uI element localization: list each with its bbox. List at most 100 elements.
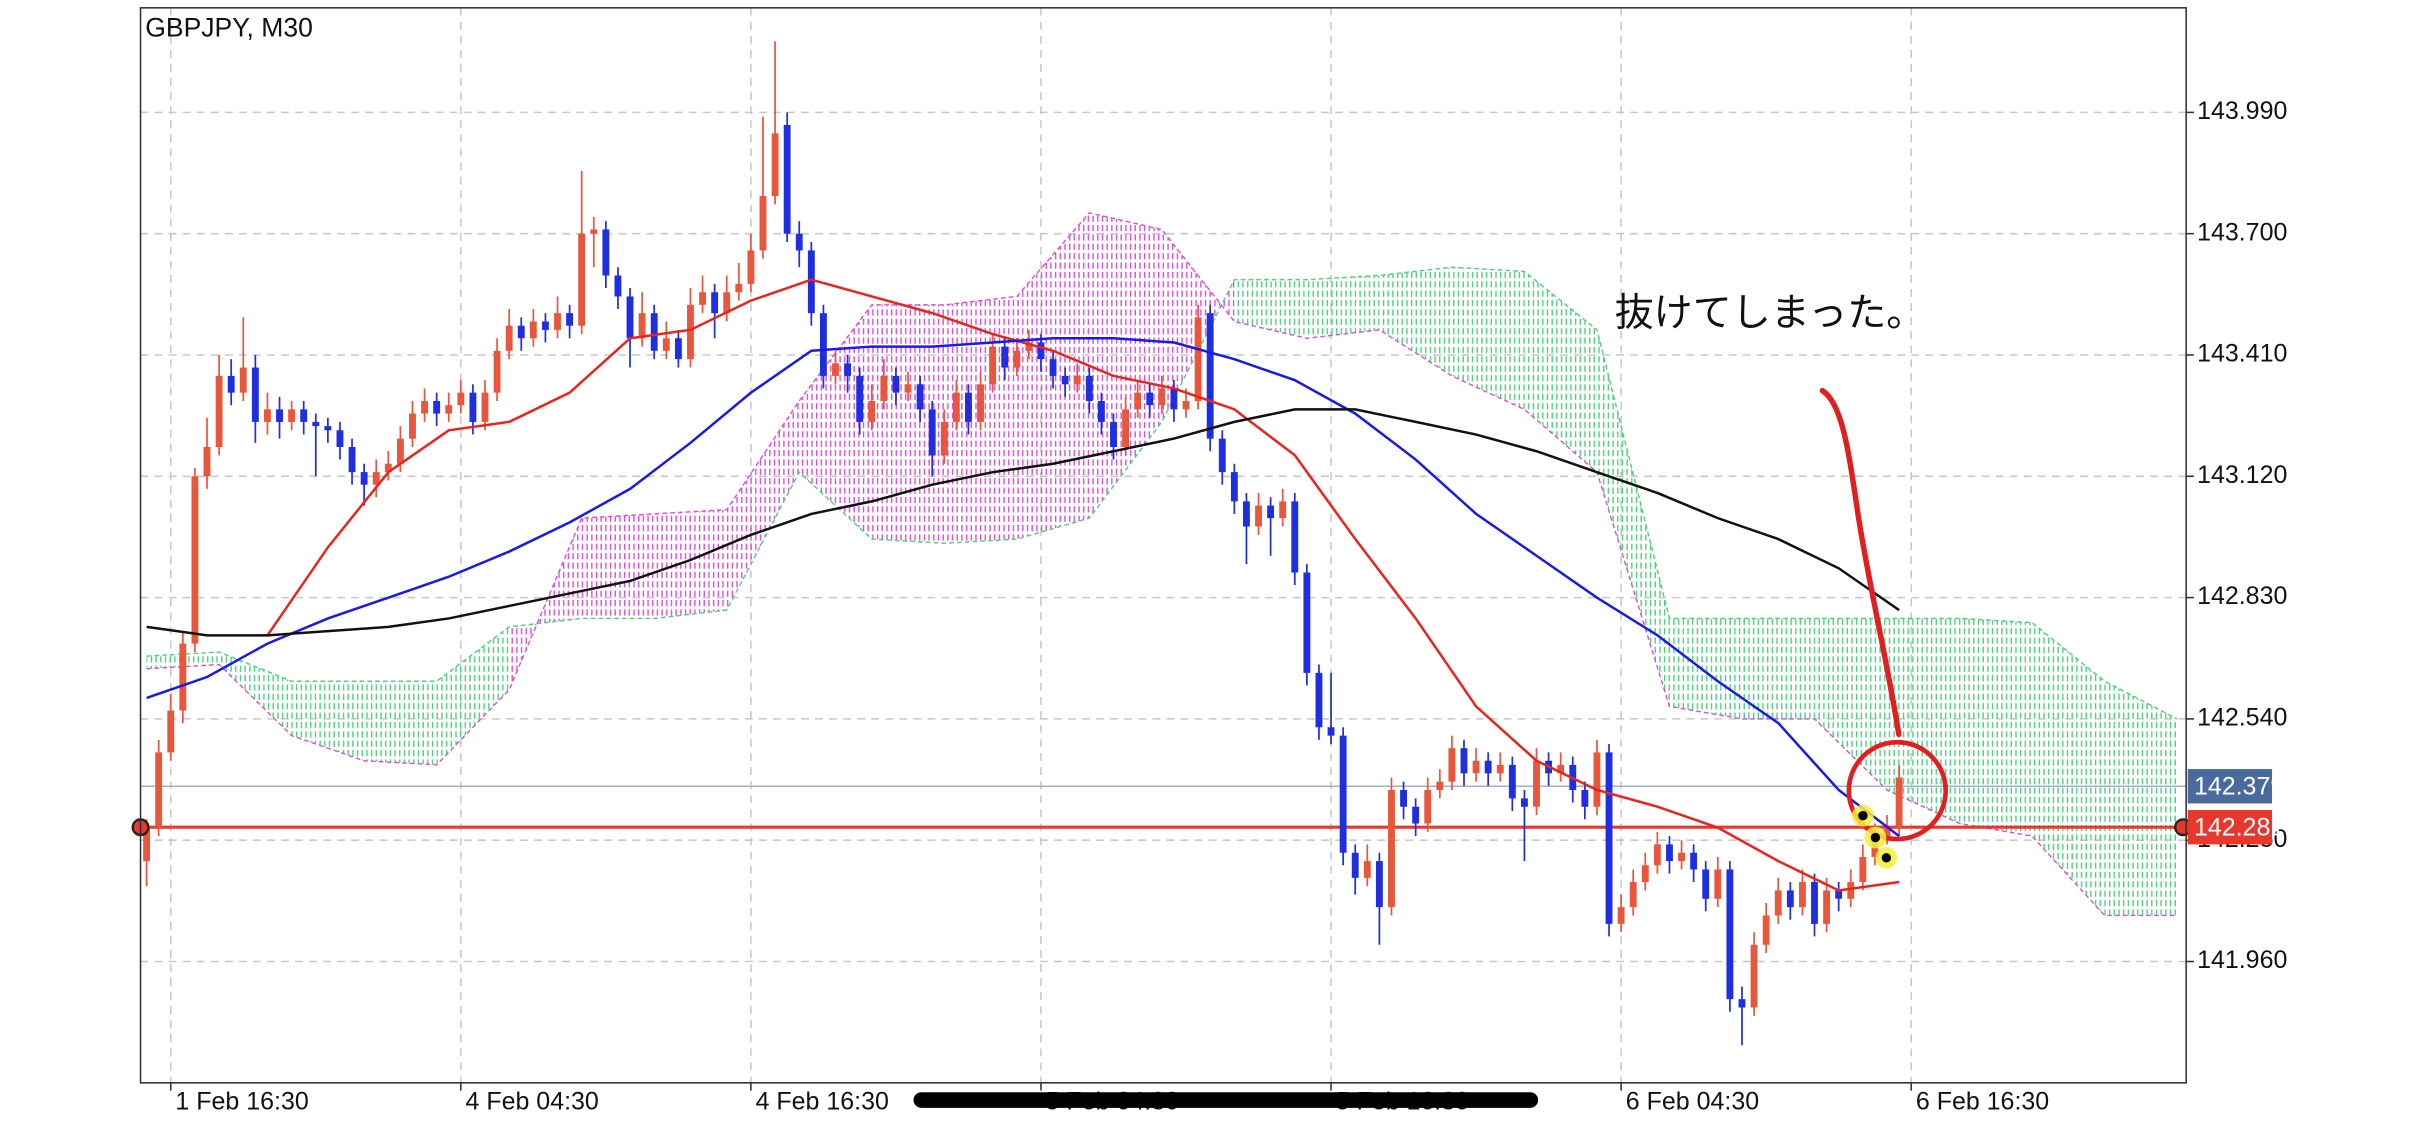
candle-body <box>1206 313 1214 439</box>
cloud-fill <box>436 626 510 765</box>
candle-body <box>1025 342 1033 351</box>
candle-body <box>1255 505 1262 527</box>
candle-body <box>638 313 646 339</box>
plot-frame <box>139 7 2187 1084</box>
candle-body <box>1605 752 1613 924</box>
candle-body <box>1726 869 1734 1000</box>
candle-body <box>1315 672 1323 728</box>
candle-body <box>312 421 320 427</box>
candle-body <box>1750 944 1758 1008</box>
cloud-fill <box>799 304 872 540</box>
candle-body <box>868 401 876 422</box>
candle-body <box>1593 752 1601 807</box>
candle-body <box>1484 760 1492 774</box>
candle-body <box>1218 438 1226 473</box>
candle-body <box>977 384 984 422</box>
cloud-fill <box>2104 681 2178 916</box>
annotation-text: 抜けてしまった。 <box>1615 292 1926 335</box>
cloud-fill <box>1089 212 1162 519</box>
cloud-fill <box>219 651 292 736</box>
cloud-fill <box>1596 329 1670 707</box>
highlight-dot <box>1881 853 1892 863</box>
candle-body <box>1097 401 1105 422</box>
candle-body <box>1243 501 1250 527</box>
candle-body <box>1738 999 1746 1008</box>
moving-average <box>146 337 1900 838</box>
candle-body <box>892 375 900 393</box>
candle-body <box>1774 890 1782 916</box>
candle-body <box>1388 790 1395 908</box>
candle-body <box>674 338 682 360</box>
cloud-fill <box>1379 267 1452 376</box>
moving-average <box>146 408 1900 637</box>
candle-body <box>566 313 574 326</box>
candle-body <box>1351 852 1359 878</box>
candle-body <box>1823 890 1831 924</box>
plot-area: 141.960142.250142.540142.830143.120143.4… <box>131 7 2287 1116</box>
candle-body <box>433 401 441 414</box>
candle-body <box>264 409 271 422</box>
cloud-fill <box>1451 267 1525 410</box>
candle-body <box>856 375 864 422</box>
price-tag-label: 142.379 <box>2194 772 2284 800</box>
candle-body <box>421 401 429 414</box>
cloud-fill <box>871 304 945 544</box>
highlight-markers <box>1851 804 1898 869</box>
candle-body <box>1303 572 1311 673</box>
cloud-fill <box>1234 279 1307 339</box>
candle-body <box>1436 781 1444 791</box>
candle-body <box>493 350 501 393</box>
candle-body <box>880 375 888 402</box>
candle-body <box>1496 764 1504 774</box>
candle-body <box>1061 375 1069 385</box>
x-tick-label: 4 Feb 16:30 <box>756 1088 889 1116</box>
candle-body <box>1581 790 1589 807</box>
candle-body <box>1170 388 1178 410</box>
candle-body <box>1883 827 1891 837</box>
cloud-fill <box>1306 275 1380 339</box>
candle-body <box>1194 317 1202 402</box>
candle-body <box>1859 856 1867 883</box>
candle-body <box>1472 760 1480 774</box>
candle-body <box>179 643 187 711</box>
candle-body <box>1013 350 1021 368</box>
candle-body <box>1037 342 1045 360</box>
candle-body <box>1291 501 1299 573</box>
price-tag <box>2187 810 2273 845</box>
candle-body <box>384 463 392 473</box>
candle-body <box>372 472 380 485</box>
cloud-fill <box>1524 271 1597 473</box>
candle-body <box>1146 392 1154 406</box>
candle-body <box>324 426 332 431</box>
candle-body <box>832 363 839 376</box>
candle-body <box>481 392 489 422</box>
candle-body <box>1134 392 1142 410</box>
y-tick-label: 143.990 <box>2197 97 2287 125</box>
candle-body <box>1786 890 1794 908</box>
candle-body <box>771 133 779 197</box>
candle-body <box>360 472 368 485</box>
candle-body <box>952 392 960 422</box>
candle-body <box>687 304 694 360</box>
candle-body <box>1267 505 1275 519</box>
cloud-fill <box>1814 618 1888 791</box>
y-tick-label: 143.410 <box>2197 340 2287 368</box>
candle-body <box>1690 852 1698 870</box>
candle-body <box>1400 790 1407 807</box>
candle-body <box>1835 890 1843 899</box>
chart-title: GBPJPY, M30 <box>145 13 313 43</box>
y-tick-label: 143.700 <box>2197 218 2287 246</box>
candle-body <box>735 283 743 293</box>
annotation-arrow <box>1819 387 1902 738</box>
candle-body <box>965 392 972 422</box>
cloud-fill <box>364 681 437 765</box>
candle-body <box>1847 882 1855 899</box>
candle-body <box>239 367 247 393</box>
candle-body <box>1158 388 1166 406</box>
candle-body <box>215 375 223 448</box>
highlight-dot <box>1870 832 1881 843</box>
candle-body <box>1424 790 1432 824</box>
price-tag-label: 142.281 <box>2194 813 2284 841</box>
candle-body <box>1762 915 1770 945</box>
candle-body <box>590 229 598 234</box>
